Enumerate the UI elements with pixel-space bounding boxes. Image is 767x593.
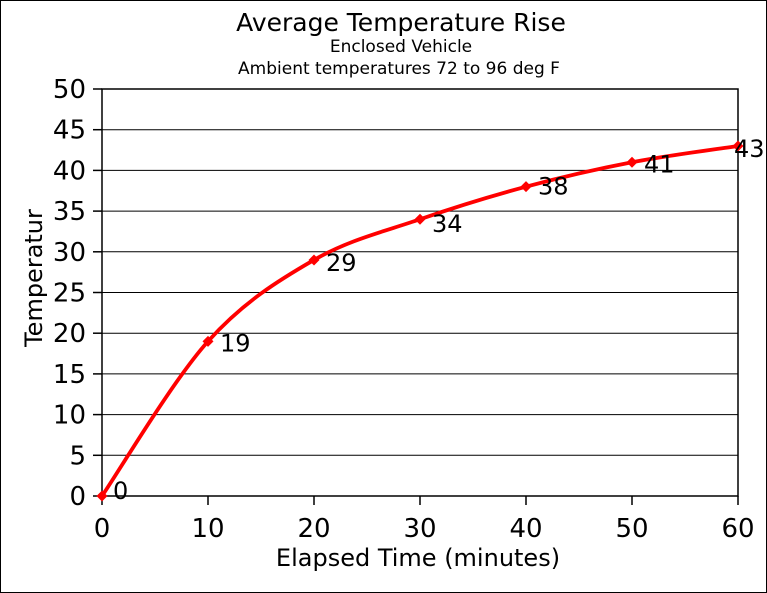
y-tick-label: 10 bbox=[53, 401, 86, 431]
chart-title: Average Temperature Rise bbox=[236, 8, 566, 37]
chart-subtitle2: Ambient temperatures 72 to 96 deg F bbox=[238, 59, 560, 79]
x-tick-label: 60 bbox=[721, 514, 754, 544]
y-tick-label: 45 bbox=[53, 116, 86, 146]
y-tick-label: 35 bbox=[53, 197, 86, 227]
y-axis-title: Temperatur bbox=[20, 209, 48, 347]
series-line bbox=[100, 144, 739, 498]
data-point-marker bbox=[626, 156, 638, 168]
x-tick-label: 50 bbox=[615, 514, 648, 544]
data-label: 29 bbox=[326, 249, 357, 277]
data-point-marker bbox=[96, 490, 108, 502]
data-point-marker bbox=[308, 254, 320, 266]
data-point-marker bbox=[414, 213, 426, 225]
data-label: 0 bbox=[113, 477, 128, 505]
x-tick-label: 30 bbox=[403, 514, 436, 544]
y-tick-label: 15 bbox=[53, 360, 86, 390]
data-label: 41 bbox=[644, 150, 675, 178]
y-tick-label: 5 bbox=[69, 441, 86, 471]
x-tick-label: 10 bbox=[191, 514, 224, 544]
data-label: 43 bbox=[734, 135, 765, 163]
chart-subtitle: Enclosed Vehicle bbox=[329, 37, 473, 57]
data-point-marker bbox=[732, 140, 744, 152]
x-tick-label: 20 bbox=[297, 514, 330, 544]
y-tick-label: 20 bbox=[53, 319, 86, 349]
y-tick-label: 50 bbox=[53, 75, 86, 105]
y-tick-label: 0 bbox=[69, 482, 86, 512]
x-tick-label: 40 bbox=[509, 514, 542, 544]
data-label: 38 bbox=[538, 173, 569, 201]
x-tick-label: 0 bbox=[94, 514, 111, 544]
data-point-marker bbox=[520, 181, 532, 193]
data-label: 19 bbox=[220, 329, 251, 357]
x-axis-title: Elapsed Time (minutes) bbox=[275, 544, 561, 572]
y-tick-label: 30 bbox=[53, 238, 86, 268]
y-tick-label: 40 bbox=[53, 156, 86, 186]
data-point-marker bbox=[202, 335, 214, 347]
y-tick-label: 25 bbox=[53, 279, 86, 309]
data-label: 34 bbox=[432, 210, 463, 238]
